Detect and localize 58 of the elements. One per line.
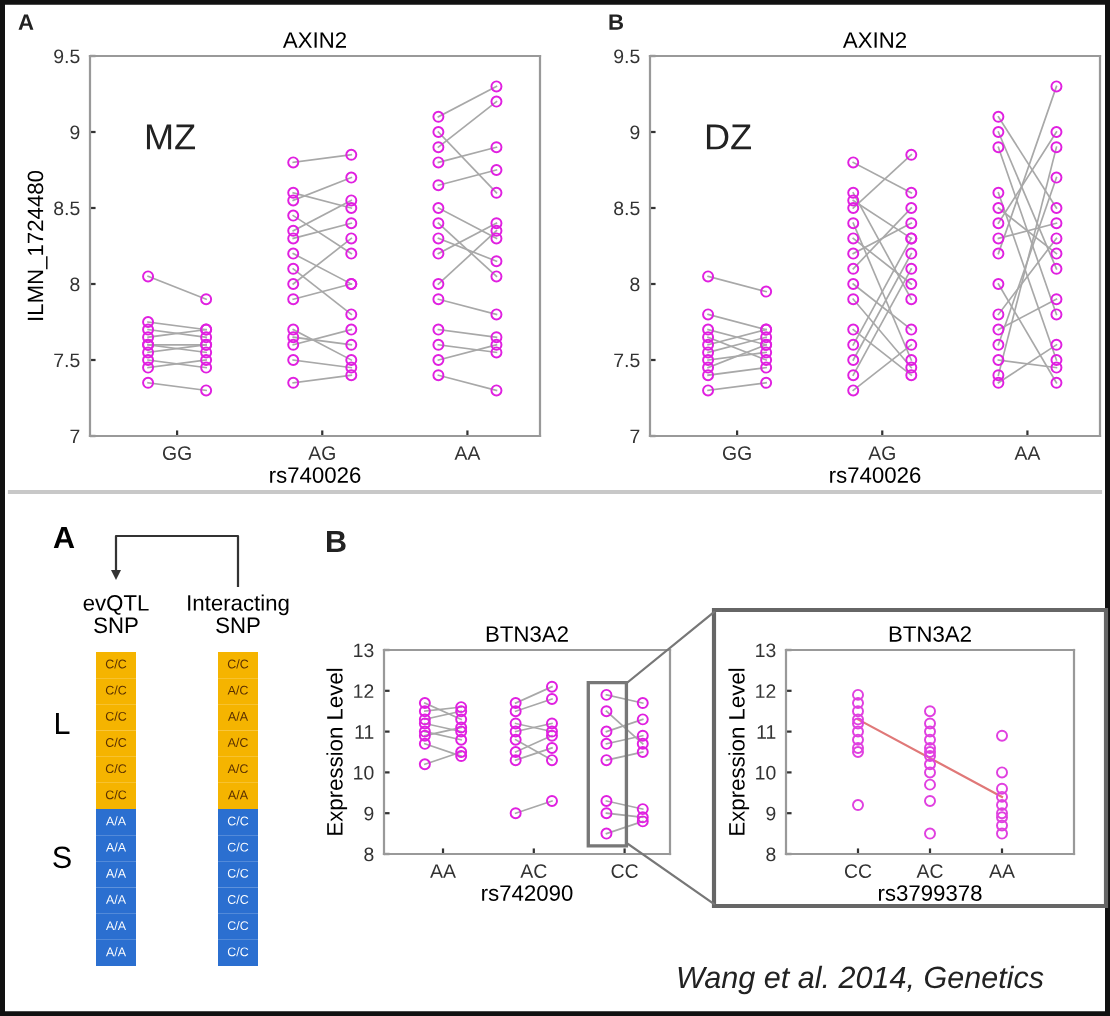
text: Interacting SNP (188, 594, 289, 634)
x-tick-label: AG (868, 446, 895, 460)
y-axis-title: Expression Level (728, 668, 750, 835)
y-tick-label: 12 (354, 684, 374, 698)
x-tick-label: AA (989, 864, 1015, 878)
y-tick-label: 9.5 (54, 49, 80, 64)
x-axis-title: rs740026 (270, 467, 361, 483)
x-tick-label: GG (162, 446, 191, 460)
y-axis-title: ILMN_1724480 (27, 170, 48, 320)
y-tick-label: 13 (756, 643, 776, 658)
x-tick-label: AA (454, 446, 481, 460)
x-axis-title: rs3799378 (878, 885, 982, 901)
y-tick-label: 8.5 (54, 201, 80, 216)
text: B (327, 530, 346, 552)
text: evQTL SNP (83, 595, 149, 634)
y-tick-label: 9 (630, 125, 640, 140)
x-axis-title: rs740026 (830, 467, 921, 483)
annotation: MZ (146, 124, 196, 150)
y-tick-label: 8 (766, 847, 776, 862)
y-tick-label: 8 (70, 277, 80, 292)
y-tick-label: 10 (354, 765, 374, 780)
x-tick-label: AA (430, 864, 456, 878)
y-axis-title: Expression Level (326, 668, 348, 835)
annotation: DZ (706, 124, 752, 150)
x-tick-label: CC (611, 864, 638, 878)
y-tick-label: 9.5 (614, 49, 640, 64)
y-tick-label: 8.5 (614, 201, 640, 216)
y-tick-label: 7.5 (54, 353, 80, 368)
text: A (53, 526, 75, 548)
x-tick-label: AC (916, 864, 943, 878)
x-tick-label: AG (308, 446, 335, 460)
y-tick-label: 8 (364, 847, 374, 862)
y-tick-label: 8 (630, 277, 640, 292)
y-tick-label: 9 (766, 806, 776, 821)
chart-title: AXIN2 (842, 32, 906, 48)
text: Wang et al. 2014, Genetics (678, 965, 1044, 995)
x-tick-label: GG (722, 446, 751, 460)
y-tick-label: 9 (364, 806, 374, 821)
text: B (609, 14, 624, 30)
x-axis-title: rs742090 (482, 885, 573, 901)
y-tick-label: 7 (70, 429, 80, 444)
y-tick-label: 7 (630, 429, 640, 444)
chart-title: AXIN2 (282, 32, 346, 48)
y-tick-label: 11 (355, 725, 374, 739)
text: A (18, 14, 34, 30)
x-tick-label: CC (844, 864, 872, 878)
y-tick-label: 13 (354, 643, 374, 658)
y-tick-label: 11 (757, 725, 776, 739)
x-tick-label: AA (1014, 446, 1041, 460)
text: S (53, 846, 71, 869)
y-tick-label: 10 (756, 765, 776, 780)
text: L (56, 712, 70, 734)
y-tick-label: 7.5 (614, 353, 640, 368)
chart-title: BTN3A2 (889, 626, 971, 642)
y-tick-label: 12 (756, 684, 776, 698)
chart-title: BTN3A2 (486, 626, 568, 642)
y-tick-label: 9 (70, 125, 80, 140)
x-tick-label: AC (520, 864, 547, 878)
